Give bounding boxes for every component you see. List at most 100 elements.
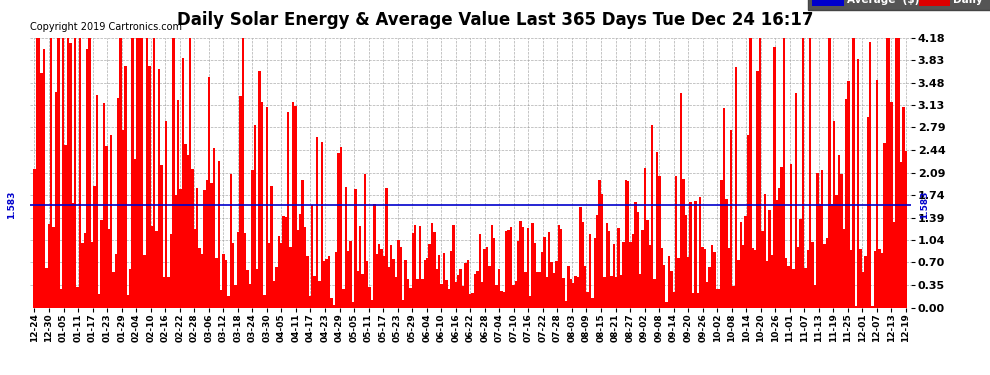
Bar	[682, 179, 684, 308]
Bar	[680, 93, 682, 308]
Bar	[637, 212, 640, 308]
Bar	[338, 153, 340, 308]
Bar	[412, 233, 414, 308]
Bar	[804, 268, 807, 308]
Bar	[608, 231, 610, 308]
Bar	[354, 189, 356, 308]
Bar	[363, 174, 366, 308]
Bar	[103, 103, 105, 308]
Bar	[211, 183, 213, 308]
Bar	[385, 188, 388, 308]
Bar	[326, 258, 328, 308]
Bar	[577, 277, 579, 308]
Bar	[881, 253, 883, 308]
Bar	[452, 225, 454, 308]
Bar	[859, 249, 861, 308]
Bar	[407, 279, 409, 308]
Bar	[132, 38, 134, 308]
Bar	[194, 229, 196, 308]
Bar	[483, 249, 486, 308]
Bar	[208, 76, 211, 308]
Bar	[718, 289, 721, 308]
Bar	[857, 59, 859, 308]
Bar	[242, 38, 244, 308]
Bar	[436, 269, 438, 308]
Bar	[400, 247, 402, 308]
Bar	[285, 217, 287, 308]
Bar	[331, 298, 333, 307]
Bar	[552, 273, 555, 308]
Bar	[886, 38, 888, 308]
Bar	[93, 186, 96, 308]
Bar	[431, 223, 434, 308]
Bar	[684, 215, 687, 308]
Bar	[699, 196, 701, 308]
Bar	[177, 100, 179, 308]
Bar	[816, 173, 819, 308]
Bar	[507, 230, 510, 308]
Bar	[795, 93, 797, 308]
Bar	[836, 195, 838, 308]
Bar	[328, 256, 331, 308]
Bar	[110, 135, 112, 308]
Bar	[876, 81, 878, 308]
Bar	[534, 243, 537, 308]
Bar	[589, 234, 591, 308]
Bar	[304, 227, 306, 308]
Bar	[34, 169, 36, 308]
Bar	[697, 293, 699, 308]
Bar	[38, 38, 41, 308]
Bar	[191, 169, 194, 308]
Bar	[742, 244, 744, 308]
Bar	[272, 281, 275, 308]
Bar	[41, 73, 43, 308]
Bar	[165, 121, 167, 308]
Bar	[512, 285, 515, 308]
Bar	[842, 229, 844, 308]
Bar	[581, 222, 584, 308]
Bar	[660, 248, 663, 308]
Bar	[567, 266, 569, 308]
Bar	[524, 272, 527, 308]
Bar	[294, 106, 297, 308]
Bar	[417, 279, 419, 308]
Bar	[838, 155, 841, 308]
Bar	[43, 49, 46, 308]
Bar	[898, 38, 900, 308]
Bar	[829, 38, 831, 308]
Bar	[527, 228, 529, 308]
Bar	[50, 38, 52, 308]
Bar	[594, 238, 596, 308]
Bar	[301, 180, 304, 308]
Bar	[625, 180, 627, 308]
Bar	[137, 38, 139, 308]
Bar	[500, 291, 503, 308]
Bar	[292, 102, 294, 308]
Bar	[900, 162, 903, 308]
Bar	[733, 286, 735, 308]
Legend: Average  ($), Daily  ($): Average ($), Daily ($)	[808, 0, 990, 10]
Bar	[620, 275, 623, 308]
Bar	[783, 38, 785, 308]
Bar	[809, 38, 812, 308]
Bar	[454, 282, 457, 308]
Bar	[844, 99, 847, 308]
Bar	[98, 294, 100, 307]
Bar	[125, 66, 127, 308]
Bar	[299, 214, 301, 308]
Bar	[52, 228, 54, 308]
Bar	[54, 92, 57, 308]
Bar	[414, 225, 417, 308]
Bar	[610, 276, 613, 308]
Bar	[361, 274, 363, 308]
Bar	[157, 69, 160, 308]
Bar	[421, 279, 424, 308]
Bar	[108, 230, 110, 308]
Bar	[895, 38, 898, 308]
Bar	[223, 254, 225, 308]
Bar	[491, 225, 493, 308]
Bar	[694, 201, 697, 308]
Bar	[375, 254, 378, 308]
Bar	[36, 38, 38, 308]
Bar	[601, 194, 603, 308]
